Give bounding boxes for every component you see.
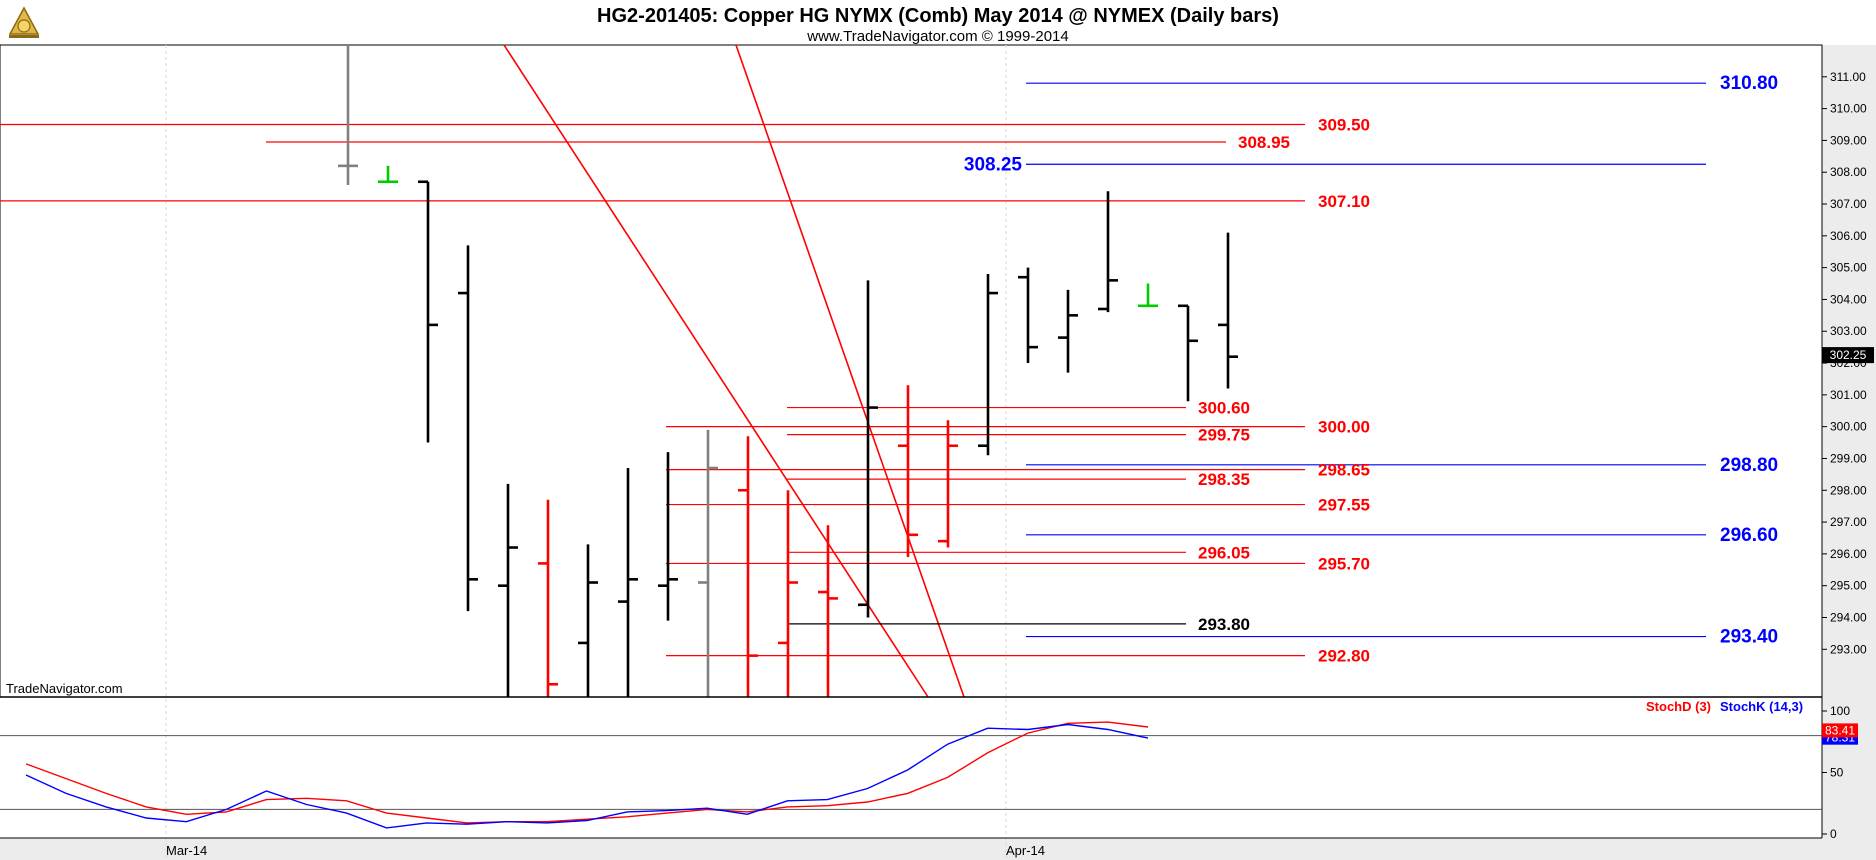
level-label: 297.55 [1318,496,1370,515]
level-label: 300.00 [1318,418,1370,437]
price-tick-label: 297.00 [1830,515,1867,529]
ohlc-bar [1178,304,1198,402]
x-axis: Mar-14 Apr-14 [166,843,1045,858]
level-label: 295.70 [1318,554,1370,573]
ohlc-bar [898,385,918,558]
price-tick-label: 306.00 [1830,229,1867,243]
ohlc-bar [978,273,998,456]
ohlc-bar [1098,191,1118,313]
ohlc-bar [1138,283,1158,308]
ohlc-bar [618,468,638,697]
ohlc-bar [338,45,358,185]
watermark: TradeNavigator.com [6,681,123,696]
ohlc-bar [818,525,838,697]
ohlc-bar [858,280,878,618]
price-tick-label: 300.00 [1830,420,1867,434]
level-label: 307.10 [1318,192,1370,211]
ohlc-bar [658,452,678,621]
stochd-value-label: 83.41 [1825,723,1855,737]
level-label: 298.65 [1318,461,1370,480]
chart-subtitle: www.TradeNavigator.com © 1999-2014 [806,28,1068,45]
trend-line [735,44,965,698]
ohlc-bar [1018,267,1038,364]
ohlc-bar [418,180,438,443]
price-tick-label: 304.00 [1830,292,1867,306]
level-label: 296.05 [1198,543,1250,562]
price-tick-label: 301.00 [1830,388,1867,402]
x-label-apr: Apr-14 [1006,843,1045,858]
price-frame [0,44,1823,698]
ohlc-bar [938,420,958,548]
price-tick-label: 308.00 [1830,165,1867,179]
price-tick-label: 293.00 [1830,642,1867,656]
ohlc-bar [578,544,598,697]
stochd-value-tag [1822,723,1858,738]
level-label: 296.60 [1720,525,1778,546]
ohlc-bar [378,165,398,184]
level-label: 299.75 [1198,426,1250,445]
price-tick-label: 303.00 [1830,324,1867,338]
level-label: 292.80 [1318,647,1370,666]
chart-title: HG2-201405: Copper HG NYMX (Comb) May 20… [597,5,1279,27]
legend-stochk: StochK (14,3) [1720,699,1803,714]
legend-stochd: StochD (3) [1646,699,1711,714]
price-tick-label: 309.00 [1830,133,1867,147]
price-tick-label: 305.00 [1830,261,1867,275]
ohlc-bar [1058,289,1078,373]
last-price-label: 302.25 [1830,348,1867,362]
level-label: 309.50 [1318,116,1370,135]
ohlc-bar [538,499,558,697]
osc-tick-label: 0 [1830,827,1837,841]
osc-tick-label: 50 [1830,766,1844,780]
x-axis-panel [0,838,1876,860]
price-tick-label: 299.00 [1830,451,1867,465]
level-label: 308.25 [964,154,1023,175]
level-label: 310.80 [1720,73,1778,94]
price-tick-label: 298.00 [1830,483,1867,497]
price-tick-label: 296.00 [1830,547,1867,561]
last-price-tag [1822,347,1874,364]
level-label: 298.35 [1198,470,1250,489]
price-tick-label: 294.00 [1830,610,1867,624]
logo-icon [6,4,42,40]
trend-line [503,44,929,698]
level-label: 300.60 [1198,399,1250,418]
ohlc-bar [1218,232,1238,389]
level-label: 298.80 [1720,455,1778,476]
ohlc-bar [698,429,718,697]
ohlc-bar [458,245,478,612]
x-label-mar: Mar-14 [166,843,207,858]
legend: StochD (3) StochK (14,3) [1646,699,1803,714]
series-stochk [25,723,1149,829]
price-tick-label: 295.00 [1830,579,1867,593]
ohlc-bar [738,436,758,697]
ohlc-bar [498,483,518,697]
series-stochd [25,721,1149,824]
osc-tick-label: 100 [1830,704,1850,718]
ohlc-bar [778,490,798,697]
price-tick-label: 307.00 [1830,197,1867,211]
level-label: 308.95 [1238,133,1290,152]
price-tick-label: 310.00 [1830,102,1867,116]
price-panel: 311.00 310.00 309.00 308.00 307.00 306.00 305.… [0,44,1874,860]
price-tick-label: 311.00 [1830,70,1866,84]
level-label: 293.80 [1198,615,1250,634]
level-label: 293.40 [1720,627,1778,648]
